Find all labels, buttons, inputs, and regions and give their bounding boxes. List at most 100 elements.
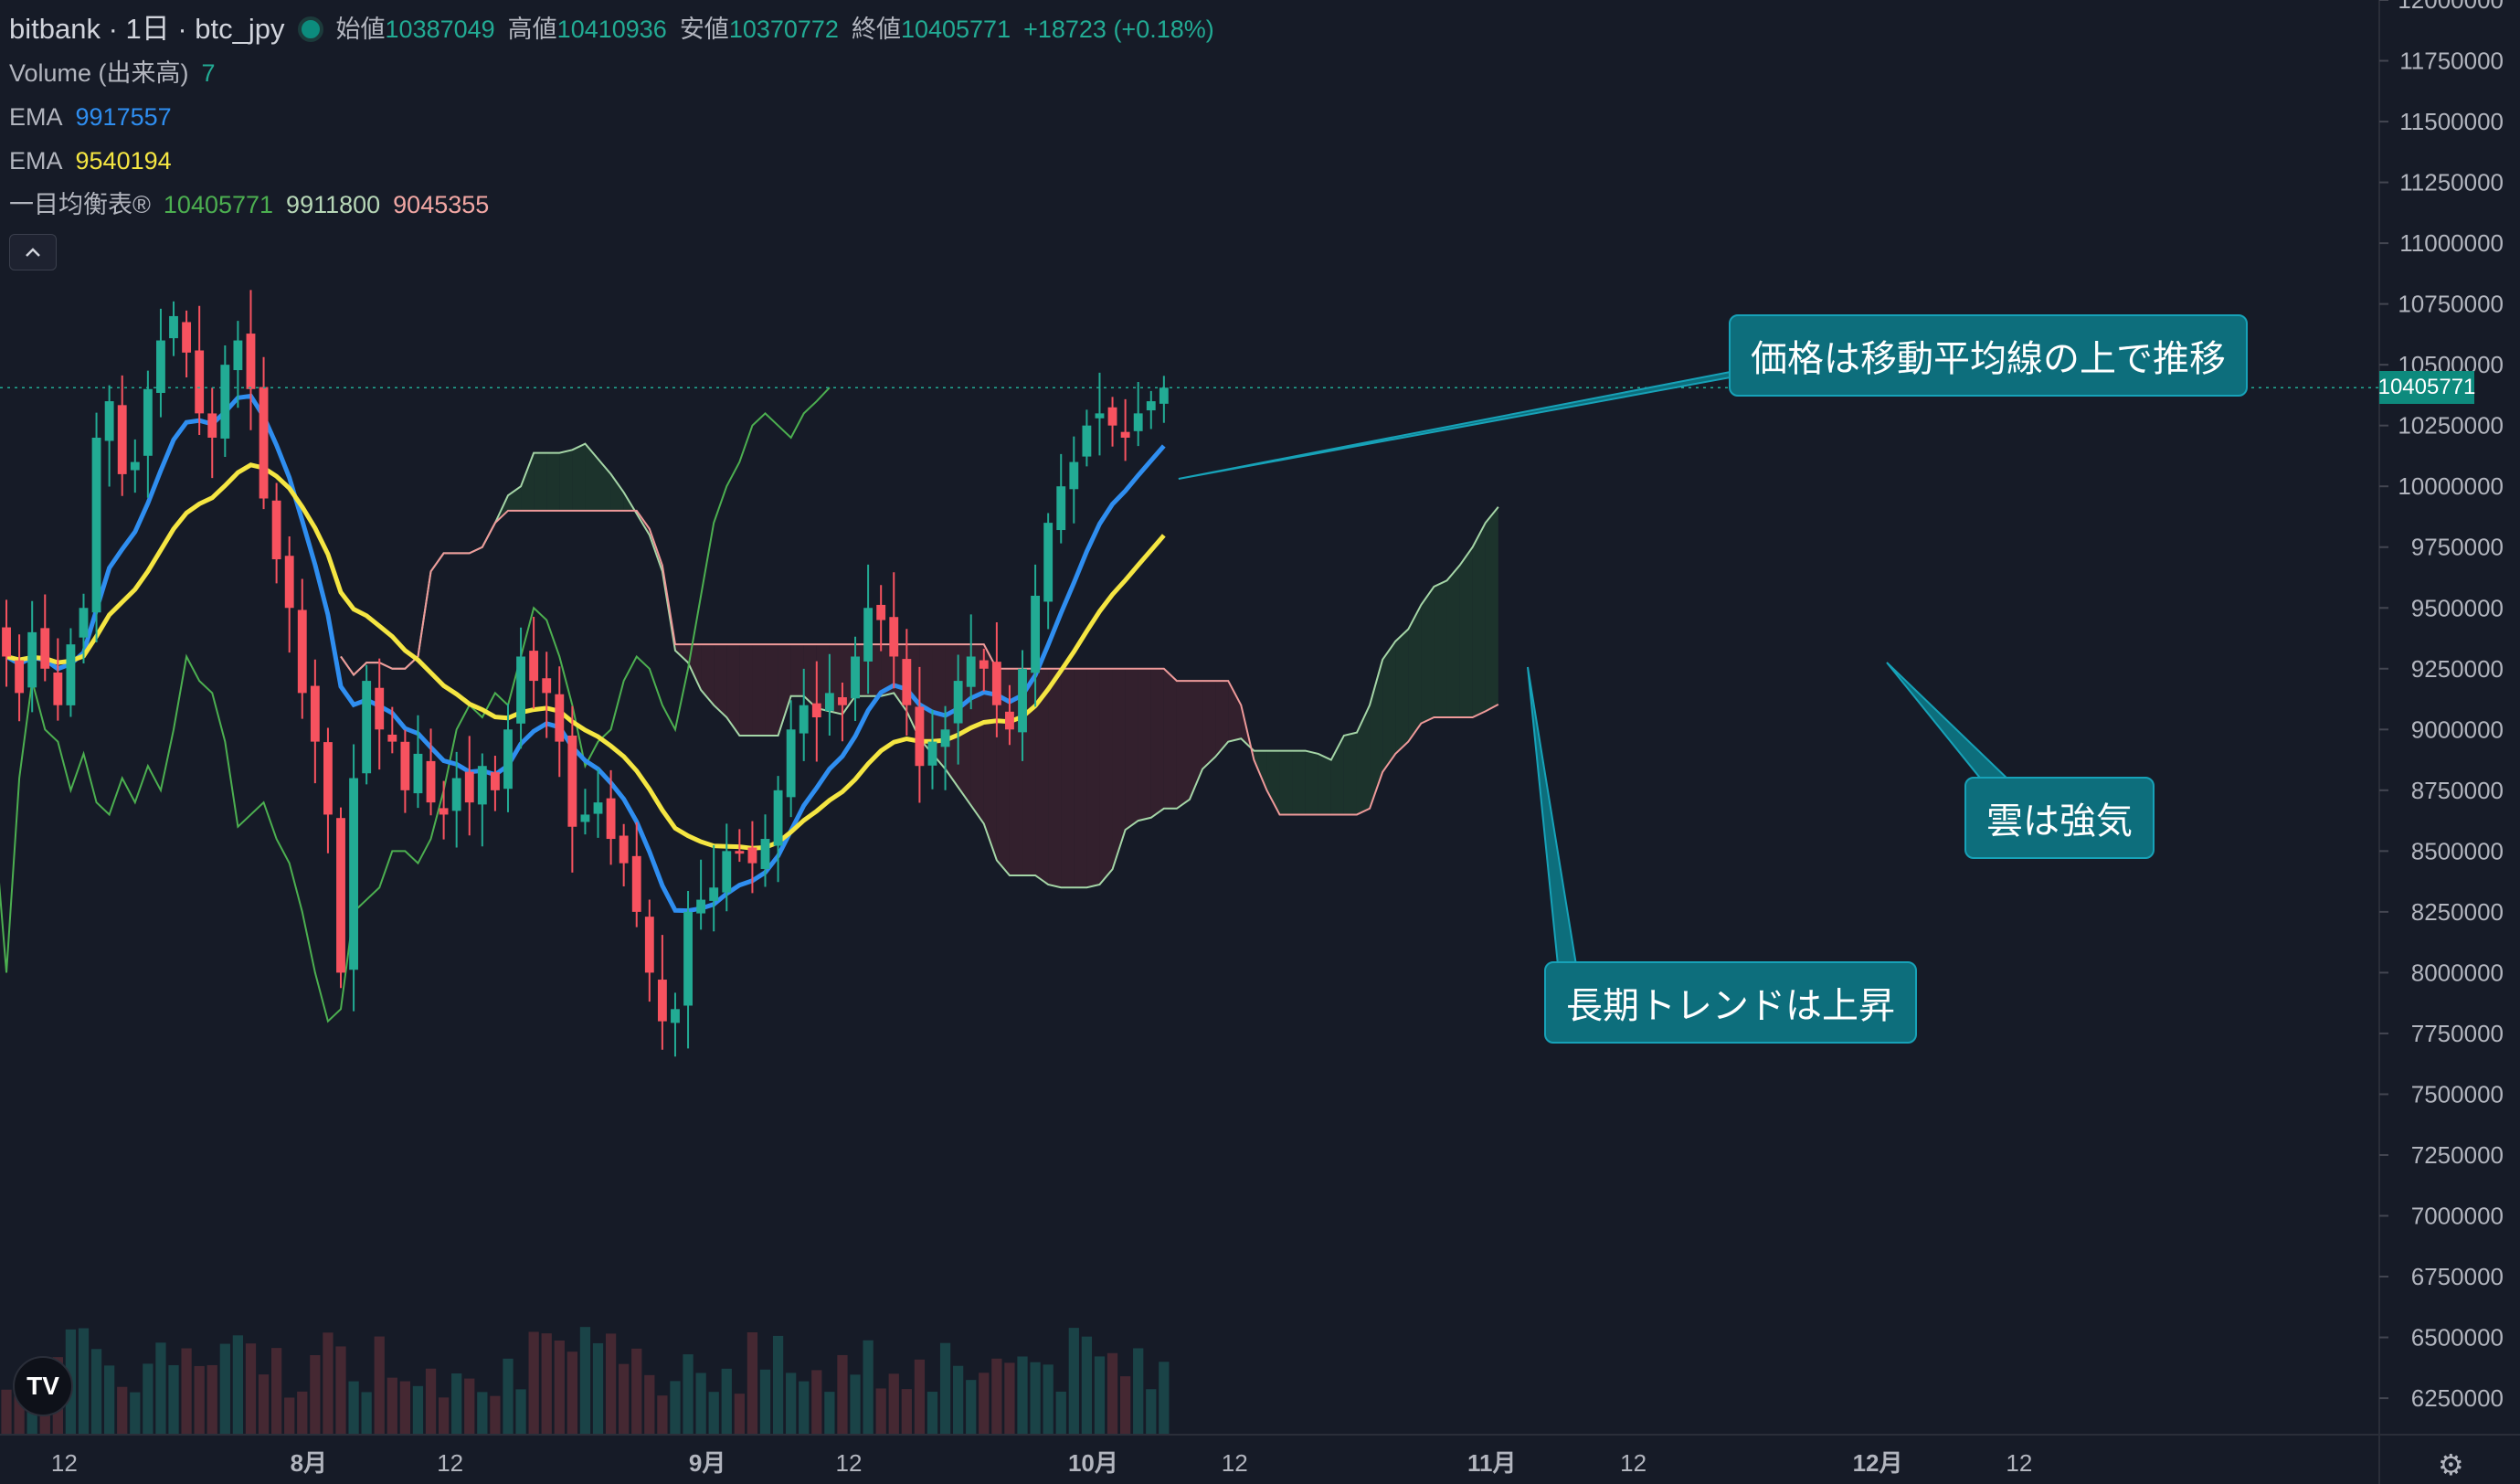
volume-bar — [592, 1342, 604, 1435]
settings-gear-icon[interactable]: ⚙ — [2438, 1448, 2464, 1481]
x-tick-label: 12 — [437, 1449, 463, 1477]
candle-body — [606, 798, 616, 840]
volume-bar — [644, 1374, 655, 1435]
volume-bar — [824, 1392, 835, 1435]
candle-body — [259, 387, 269, 499]
candle-body — [722, 851, 732, 893]
candle-body — [593, 802, 603, 814]
candle-body — [838, 697, 847, 705]
ichimoku-cloud-segment — [1086, 668, 1100, 888]
candle-body — [1043, 523, 1054, 602]
volume-bar — [168, 1364, 179, 1435]
ichimoku-cloud-segment — [714, 644, 727, 717]
volume-bar — [619, 1363, 630, 1435]
candle-body — [182, 322, 192, 353]
candle-body — [966, 656, 976, 687]
y-tick-label: 7250000 — [2411, 1141, 2504, 1169]
y-tick-label: 6500000 — [2411, 1324, 2504, 1352]
volume-bar — [232, 1335, 244, 1435]
callout-pointer-trend — [1527, 666, 1578, 966]
candle-body — [529, 651, 539, 682]
ichimoku-cloud-segment — [726, 644, 740, 736]
y-tick-label: 9000000 — [2411, 716, 2504, 743]
ichimoku-cloud-segment — [970, 644, 984, 824]
candle-body — [400, 741, 410, 790]
legend-ichimoku-row[interactable]: 一目均衡表® 10405771 9911800 9045355 — [9, 183, 1214, 227]
legend-ema-slow-row[interactable]: EMA 9540194 — [9, 139, 1214, 183]
volume-bar — [926, 1392, 938, 1435]
legend-ema-fast-row[interactable]: EMA 9917557 — [9, 95, 1214, 139]
candle-body — [671, 1009, 680, 1023]
ichimoku-value-3: 9045355 — [393, 191, 490, 218]
volume-bar — [888, 1373, 899, 1435]
candle-body — [1082, 425, 1092, 457]
legend-volume-row[interactable]: Volume (出来高) 7 — [9, 51, 1214, 95]
volume-label: Volume (出来高) — [9, 59, 189, 87]
candle-body — [631, 855, 641, 912]
candle-body — [426, 760, 436, 803]
y-tick-label: 6250000 — [2411, 1384, 2504, 1412]
ichimoku-cloud-segment — [1395, 629, 1409, 754]
callout-pointer-price — [1178, 365, 1764, 480]
volume-bar — [554, 1341, 565, 1435]
candle-body — [735, 851, 745, 854]
ichimoku-cloud-segment — [1292, 750, 1306, 815]
y-tick-label: 7750000 — [2411, 1020, 2504, 1047]
ema-slow-line — [5, 462, 1166, 851]
x-tick-label: 12 — [1222, 1449, 1248, 1477]
volume-bar — [605, 1333, 617, 1435]
candle-body — [1107, 407, 1117, 426]
volume-bar — [772, 1335, 784, 1435]
volume-bar — [939, 1342, 951, 1435]
y-tick-label: 11500000 — [2399, 108, 2504, 135]
tradingview-logo-icon[interactable]: TV — [13, 1356, 73, 1416]
volume-bar — [657, 1395, 668, 1435]
volume-bar — [566, 1352, 577, 1435]
y-tick-label: 10750000 — [2398, 291, 2504, 318]
callout-long-trend-up: 長期トレンドは上昇 — [1544, 961, 1917, 1044]
volume-bar — [695, 1373, 706, 1435]
candle-body — [413, 753, 423, 794]
candle-body — [516, 656, 525, 724]
ichimoku-cloud-segment — [1356, 705, 1371, 815]
high-value: 10410936 — [556, 16, 667, 43]
candle-body — [143, 388, 153, 456]
ichimoku-cloud-segment — [1408, 604, 1422, 742]
volume-bar — [979, 1373, 990, 1435]
candle-body — [799, 705, 809, 734]
x-tick-label: 12 — [1620, 1449, 1646, 1477]
volume-bar — [1081, 1336, 1093, 1435]
ichimoku-cloud-segment — [803, 644, 817, 709]
candle-body — [104, 401, 114, 441]
y-tick-label: 10250000 — [2398, 412, 2504, 440]
candle-body — [555, 694, 565, 742]
ichimoku-cloud-segment — [1459, 546, 1473, 717]
candle-body — [991, 662, 1001, 705]
volume-bar — [425, 1368, 437, 1435]
candle-body — [477, 766, 487, 805]
volume-bar — [528, 1331, 539, 1435]
volume-bar — [490, 1395, 501, 1435]
candle-body — [117, 405, 127, 474]
collapse-legend-button[interactable] — [9, 234, 57, 270]
ichimoku-cloud-segment — [1382, 641, 1396, 772]
candle-body — [336, 818, 345, 973]
y-tick-label: 6750000 — [2411, 1263, 2504, 1290]
volume-bar — [464, 1378, 475, 1435]
callout-cloud-bullish: 雲は強気 — [1964, 777, 2155, 859]
y-tick-label: 7500000 — [2411, 1080, 2504, 1108]
ichimoku-cloud-segment — [1138, 668, 1151, 822]
volume-bar — [438, 1397, 450, 1435]
volume-bar — [811, 1370, 822, 1435]
ichimoku-cloud-segment — [1305, 750, 1318, 815]
volume-bar — [708, 1392, 719, 1435]
candle-body — [915, 706, 925, 767]
low-value: 10370772 — [728, 16, 839, 43]
ichimoku-cloud-segment — [1061, 668, 1075, 888]
candle-body — [66, 644, 76, 705]
chart-title[interactable]: bitbank · 1日 · btc_jpy — [9, 13, 285, 45]
ichimoku-cloud-segment — [598, 459, 611, 511]
volume-bar — [181, 1348, 192, 1435]
candle-body — [747, 847, 757, 864]
